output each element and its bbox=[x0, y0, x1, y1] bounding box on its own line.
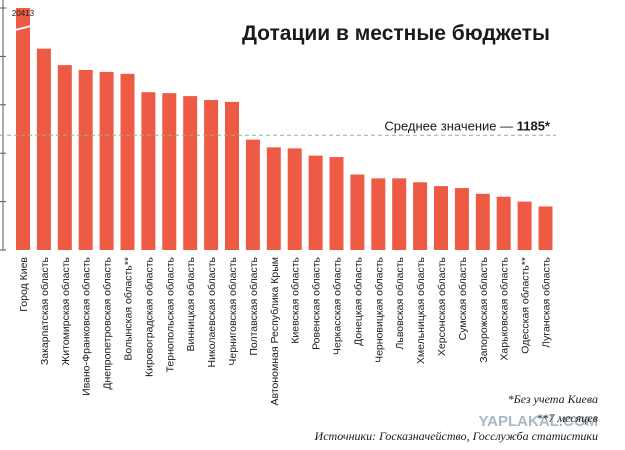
category-label: Киевская область bbox=[290, 256, 302, 343]
category-label: Харьковская область bbox=[499, 256, 511, 360]
bar bbox=[496, 196, 511, 250]
category-label: Донецкая область bbox=[352, 256, 364, 345]
category-label: Ивано-Франковская область bbox=[81, 256, 93, 395]
category-label: Тернопольская область bbox=[164, 256, 176, 372]
bar bbox=[16, 8, 30, 250]
bar bbox=[78, 69, 93, 251]
bar bbox=[225, 101, 239, 251]
bar bbox=[57, 65, 72, 250]
sources-note: Источники: Госказначейство, Госслужба ст… bbox=[314, 429, 598, 443]
bar bbox=[434, 186, 448, 250]
footnote-seven-months: **7 месяцев bbox=[536, 411, 598, 425]
bar-data-label: 20413 bbox=[12, 9, 35, 18]
category-label: Ровенская область bbox=[311, 256, 323, 349]
category-label: Днепропетровская область bbox=[102, 256, 114, 389]
watermark: YAPLAKAL.COM bbox=[479, 413, 598, 430]
category-label: Полтавская область bbox=[248, 256, 260, 355]
category-label: Сумская область bbox=[457, 256, 469, 340]
category-label: Черкасская область bbox=[332, 256, 344, 355]
category-label: Волынская область** bbox=[123, 257, 135, 361]
category-label: Хмельницкая область bbox=[415, 256, 427, 364]
bar bbox=[392, 178, 407, 250]
bar bbox=[36, 48, 51, 250]
category-label: Николаевская область bbox=[206, 256, 218, 367]
bar bbox=[245, 139, 260, 250]
bar bbox=[350, 174, 365, 250]
category-label: Автономная Республика Крым bbox=[269, 257, 281, 406]
bar bbox=[475, 193, 490, 250]
bar bbox=[183, 96, 198, 250]
bar bbox=[99, 71, 114, 250]
average-label: Среднее значение — 1185* bbox=[384, 118, 551, 133]
category-label: Луганская область bbox=[541, 256, 553, 347]
bar bbox=[538, 206, 553, 250]
category-label: Львовская область bbox=[394, 256, 406, 349]
axis-break-mark bbox=[15, 25, 31, 31]
bar bbox=[204, 99, 219, 251]
category-label: Винницкая область bbox=[185, 256, 197, 351]
category-label: Одесская область** bbox=[520, 257, 532, 354]
bar bbox=[287, 148, 302, 250]
bar bbox=[413, 182, 428, 250]
category-label: Кировоградская область bbox=[143, 256, 155, 377]
bar bbox=[517, 201, 532, 250]
bar bbox=[162, 93, 177, 251]
category-label: Черновицкая область bbox=[373, 256, 385, 362]
bar bbox=[308, 155, 323, 250]
bars bbox=[15, 8, 553, 251]
category-label: Закарпатская область bbox=[39, 256, 51, 365]
footnote-excluding-kyiv: *Без учета Киева bbox=[508, 392, 598, 406]
bar bbox=[141, 92, 156, 250]
category-label: Черниговская область bbox=[227, 256, 239, 365]
category-labels: 20413 Город Киев Закарпатская область Житом… bbox=[12, 9, 553, 406]
category-label: Житомирская область bbox=[60, 256, 72, 365]
bar bbox=[371, 178, 386, 250]
bar bbox=[454, 188, 469, 250]
average-value: 1185* bbox=[517, 118, 551, 133]
bar bbox=[120, 73, 135, 250]
chart-title: Дотации в местные бюджеты bbox=[242, 22, 550, 45]
category-label: Запорожская область bbox=[478, 256, 490, 362]
y-axis bbox=[0, 0, 6, 251]
bar bbox=[329, 157, 344, 250]
category-label: Херсонская область bbox=[436, 256, 448, 356]
average-label-text: Среднее значение — bbox=[384, 118, 516, 133]
category-label: Город Киев bbox=[18, 257, 30, 312]
bar bbox=[266, 147, 281, 250]
